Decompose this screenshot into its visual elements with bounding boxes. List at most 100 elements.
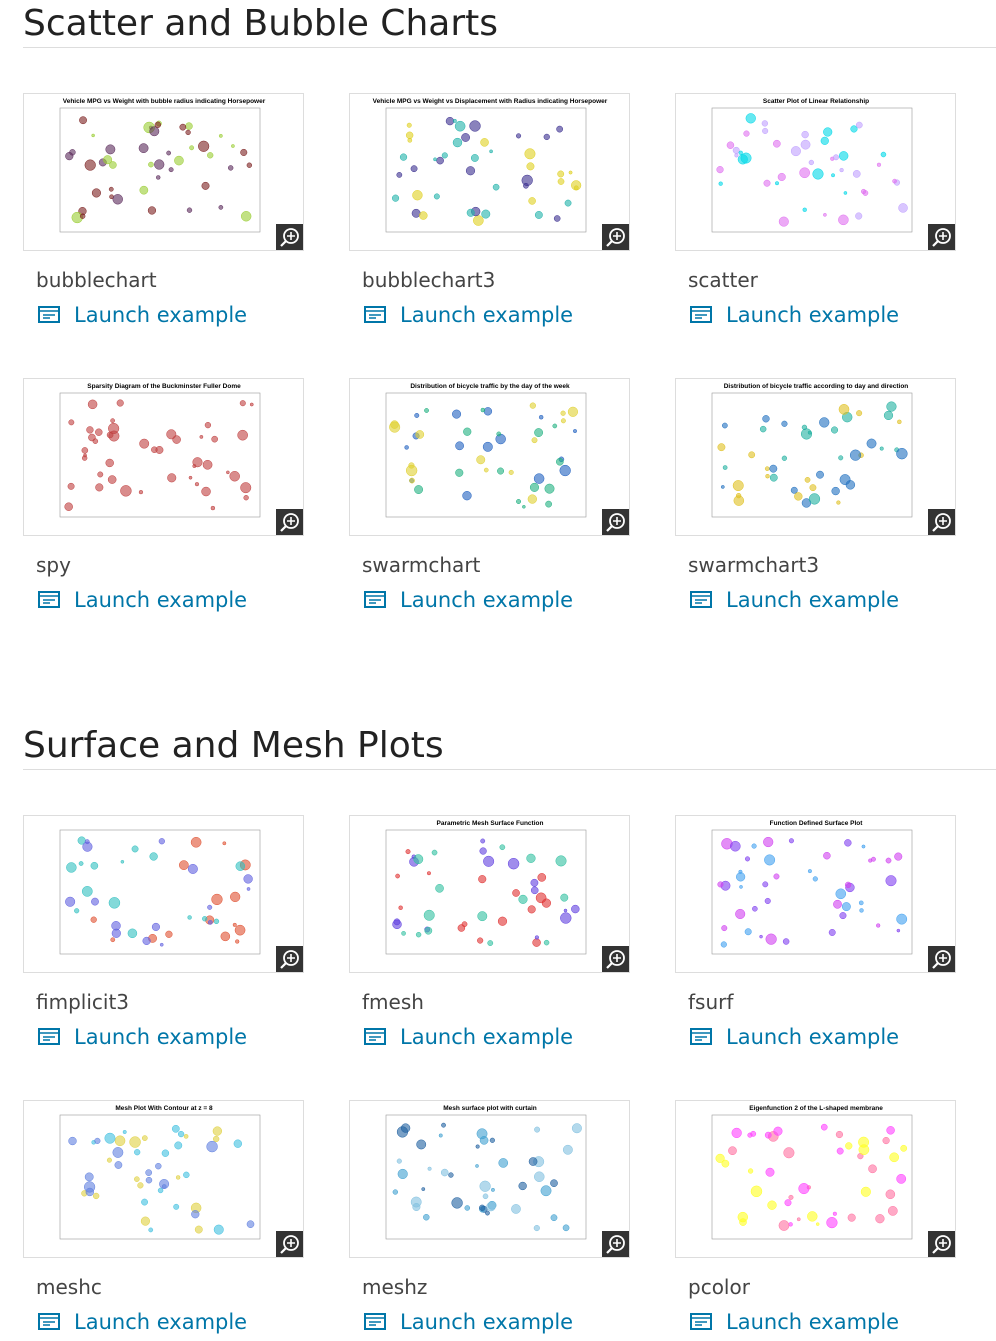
launch-text[interactable]: Launch example	[726, 588, 900, 612]
zoom-button[interactable]	[928, 509, 955, 535]
thumbnail-decor	[483, 407, 493, 416]
launch-example-link[interactable]: Launch example	[364, 588, 573, 612]
thumbnail-decor	[404, 445, 409, 450]
thumbnail-decor	[871, 856, 876, 862]
launch-example-link[interactable]: Launch example	[38, 1025, 247, 1049]
thumbnail-decor	[151, 922, 160, 931]
launch-text[interactable]: Launch example	[74, 303, 248, 327]
zoom-button[interactable]	[276, 1231, 303, 1257]
thumbnail-decor	[419, 211, 428, 220]
launch-icon	[38, 306, 60, 323]
launch-example-link[interactable]: Launch example	[690, 588, 899, 612]
zoom-button[interactable]	[928, 1231, 955, 1257]
launch-text[interactable]: Launch example	[400, 1310, 574, 1334]
thumbnail-decor	[145, 1169, 153, 1176]
launch-text[interactable]: Launch example	[726, 1025, 900, 1049]
zoom-button[interactable]	[602, 946, 629, 972]
launch-example-link[interactable]: Launch example	[364, 1310, 573, 1334]
thumbnail[interactable]: Scatter Plot of Linear Relationship	[675, 93, 956, 251]
plot-frame	[385, 1114, 587, 1240]
thumbnail-decor	[168, 167, 174, 173]
thumbnail-decor	[407, 138, 413, 143]
zoom-bg	[602, 1231, 629, 1257]
thumbnail-decor	[211, 435, 218, 443]
plot-frame	[711, 392, 913, 518]
thumbnail-decor	[497, 916, 508, 926]
thumbnail-image: Vehicle MPG vs Weight with bubble radius…	[59, 98, 303, 250]
icon-lines	[365, 1317, 385, 1326]
thumbnail-decor	[887, 1206, 898, 1216]
thumbnail-decor	[860, 188, 867, 195]
launch-text[interactable]: Launch example	[726, 1310, 900, 1334]
thumbnail-decor	[116, 399, 124, 407]
thumbnail-decor	[194, 482, 200, 487]
zoom-button[interactable]	[602, 224, 629, 250]
thumbnail-decor	[507, 857, 520, 870]
thumbnail-decor	[479, 847, 487, 855]
thumbnail-decor	[148, 161, 154, 168]
thumbnail-decor	[512, 889, 520, 897]
thumbnail[interactable]: Mesh surface plot with curtain	[349, 1100, 630, 1258]
launch-example-link[interactable]: Launch example	[690, 1025, 899, 1049]
thumbnail-decor	[421, 1187, 426, 1191]
thumbnail-decor	[573, 185, 579, 191]
thumbnail-decor	[158, 838, 165, 845]
zoom-handle	[280, 962, 287, 969]
launch-text[interactable]: Launch example	[74, 588, 248, 612]
zoom-handle	[932, 1247, 939, 1254]
launch-example-link[interactable]: Launch example	[38, 303, 247, 327]
launch-example-link[interactable]: Launch example	[38, 588, 247, 612]
icon-frame	[38, 1028, 60, 1045]
thumbnail-decor	[230, 891, 241, 903]
thumbnail[interactable]: Function Defined Surface Plot	[675, 815, 956, 973]
launch-example-link[interactable]: Launch example	[690, 1310, 899, 1334]
thumbnail[interactable]: Distribution of bicycle traffic by the d…	[349, 378, 630, 536]
example-name: meshc	[36, 1275, 102, 1299]
zoom-button[interactable]	[276, 224, 303, 250]
thumbnail[interactable]: Eigenfunction 2 of the L-shaped membrane	[675, 1100, 956, 1258]
thumbnail-decor	[743, 130, 750, 137]
thumbnail-decor	[752, 905, 758, 912]
thumbnail[interactable]: Mesh Plot With Contour at z = 8	[23, 1100, 304, 1258]
launch-text[interactable]: Launch example	[400, 1025, 574, 1049]
thumbnail-decor	[483, 467, 489, 473]
launch-text[interactable]: Launch example	[400, 588, 574, 612]
zoom-button[interactable]	[276, 946, 303, 972]
plot-frame	[385, 829, 587, 955]
launch-icon	[364, 1028, 386, 1045]
thumbnail-decor	[516, 499, 522, 505]
launch-text[interactable]: Launch example	[726, 303, 900, 327]
thumbnail-decor	[171, 1124, 180, 1133]
launch-example-link[interactable]: Launch example	[690, 303, 899, 327]
thumbnail[interactable]: Vehicle MPG vs Weight vs Displacement wi…	[349, 93, 630, 251]
zoom-button[interactable]	[928, 946, 955, 972]
zoom-button[interactable]	[276, 509, 303, 535]
thumbnail-decor	[762, 881, 769, 888]
launch-example-link[interactable]: Launch example	[38, 1310, 247, 1334]
thumbnail-decor	[476, 455, 486, 465]
zoom-button[interactable]	[928, 224, 955, 250]
thumbnail-decor	[415, 430, 425, 439]
thumbnail[interactable]: Parametric Mesh Surface Function	[349, 815, 630, 973]
launch-text[interactable]: Launch example	[74, 1310, 248, 1334]
thumbnail-decor	[530, 878, 539, 887]
thumbnail-decor	[529, 402, 536, 409]
launch-text[interactable]: Launch example	[74, 1025, 248, 1049]
thumbnail[interactable]: Vehicle MPG vs Weight with bubble radius…	[23, 93, 304, 251]
launch-example-link[interactable]: Launch example	[364, 1025, 573, 1049]
thumbnail-decor	[207, 152, 214, 159]
thumbnail-decor	[794, 492, 803, 501]
thumbnail-decor	[567, 406, 578, 417]
zoom-button[interactable]	[602, 1231, 629, 1257]
thumbnail[interactable]: Distribution of bicycle traffic accordin…	[675, 378, 956, 536]
thumbnail-decor	[889, 1152, 899, 1163]
thumbnail[interactable]	[23, 815, 304, 973]
launch-text[interactable]: Launch example	[400, 303, 574, 327]
launch-example-link[interactable]: Launch example	[364, 303, 573, 327]
thumbnail-decor	[120, 859, 125, 864]
thumbnail-decor	[112, 194, 123, 205]
thumbnail-decor	[496, 431, 502, 437]
thumbnail[interactable]: Sparsity Diagram of the Buckminster Full…	[23, 378, 304, 536]
zoom-button[interactable]	[602, 509, 629, 535]
thumbnail-decor	[74, 908, 80, 914]
